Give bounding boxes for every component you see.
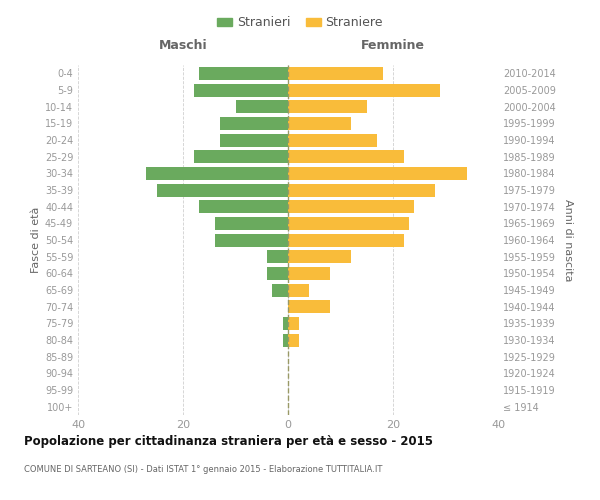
Text: Femmine: Femmine — [361, 38, 425, 52]
Bar — [288, 234, 404, 246]
Bar — [157, 184, 288, 196]
Bar — [288, 134, 377, 146]
Bar — [288, 334, 299, 346]
Bar — [193, 84, 288, 96]
Bar — [288, 250, 351, 263]
Text: COMUNE DI SARTEANO (SI) - Dati ISTAT 1° gennaio 2015 - Elaborazione TUTTITALIA.I: COMUNE DI SARTEANO (SI) - Dati ISTAT 1° … — [24, 465, 382, 474]
Bar — [235, 100, 288, 113]
Bar — [288, 84, 440, 96]
Bar — [288, 284, 309, 296]
Bar — [267, 267, 288, 280]
Bar — [288, 217, 409, 230]
Bar — [199, 200, 288, 213]
Bar — [199, 67, 288, 80]
Text: Maschi: Maschi — [158, 38, 208, 52]
Text: Popolazione per cittadinanza straniera per età e sesso - 2015: Popolazione per cittadinanza straniera p… — [24, 435, 433, 448]
Bar — [288, 267, 330, 280]
Bar — [283, 317, 288, 330]
Bar — [220, 134, 288, 146]
Bar — [288, 67, 383, 80]
Y-axis label: Fasce di età: Fasce di età — [31, 207, 41, 273]
Bar — [267, 250, 288, 263]
Bar — [288, 200, 414, 213]
Bar — [215, 234, 288, 246]
Bar — [288, 317, 299, 330]
Bar — [288, 167, 467, 180]
Bar — [288, 117, 351, 130]
Bar — [146, 167, 288, 180]
Bar — [288, 184, 435, 196]
Legend: Stranieri, Straniere: Stranieri, Straniere — [212, 11, 388, 34]
Bar — [193, 150, 288, 163]
Bar — [283, 334, 288, 346]
Y-axis label: Anni di nascita: Anni di nascita — [563, 198, 572, 281]
Bar — [288, 100, 367, 113]
Bar — [215, 217, 288, 230]
Bar — [272, 284, 288, 296]
Bar — [220, 117, 288, 130]
Bar — [288, 150, 404, 163]
Bar — [288, 300, 330, 313]
